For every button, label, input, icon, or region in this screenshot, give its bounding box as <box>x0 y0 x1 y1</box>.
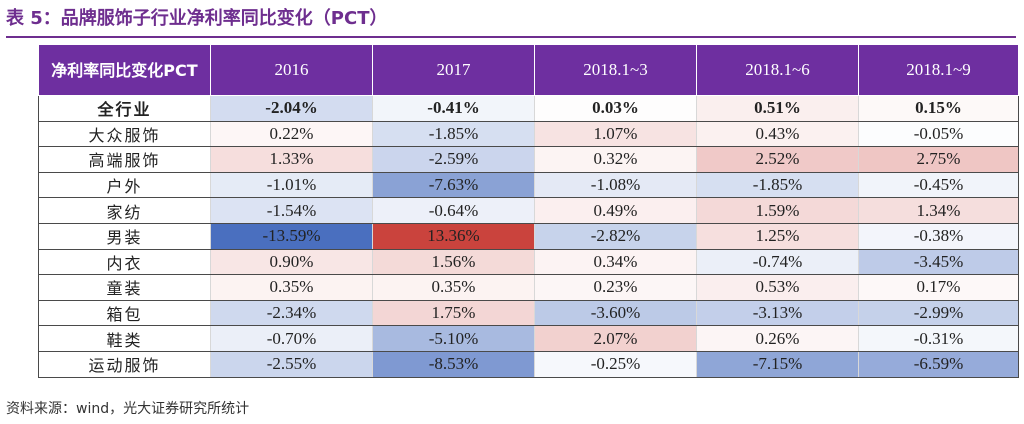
table-cell: -13.59% <box>210 223 373 250</box>
table-cell: 1.59% <box>696 197 859 224</box>
corner-header: 净利率同比变化PCT <box>38 44 211 96</box>
table-cell: -1.54% <box>210 197 373 224</box>
table-row: 全行业 -2.04% -0.41% 0.03% 0.51% 0.15% <box>38 95 1019 122</box>
table-cell: 0.23% <box>534 274 697 301</box>
table-cell: -0.70% <box>210 325 373 352</box>
table-cell: 0.03% <box>534 95 697 122</box>
table-row: 箱包 -2.34% 1.75% -3.60% -3.13% -2.99% <box>38 300 1019 327</box>
table-cell: 0.22% <box>210 121 373 148</box>
row-label: 运动服饰 <box>38 351 211 378</box>
table-cell: -7.63% <box>372 172 535 199</box>
column-header: 2017 <box>372 44 535 96</box>
table-cell: -1.85% <box>696 172 859 199</box>
table-row: 大众服饰 0.22% -1.85% 1.07% 0.43% -0.05% <box>38 121 1019 148</box>
table-cell: 0.49% <box>534 197 697 224</box>
table-cell: -2.34% <box>210 300 373 327</box>
table-cell: 0.26% <box>696 325 859 352</box>
table-cell: 0.15% <box>858 95 1019 122</box>
table-cell: -3.60% <box>534 300 697 327</box>
table-cell: 0.53% <box>696 274 859 301</box>
table-cell: 2.52% <box>696 146 859 173</box>
table-cell: -0.74% <box>696 249 859 276</box>
table-title: 表 5：品牌服饰子行业净利率同比变化（PCT） <box>6 8 388 29</box>
table-row: 童装 0.35% 0.35% 0.23% 0.53% 0.17% <box>38 274 1019 301</box>
table-cell: -0.25% <box>534 351 697 378</box>
table-cell: -2.99% <box>858 300 1019 327</box>
table-cell: -2.59% <box>372 146 535 173</box>
table-row: 高端服饰 1.33% -2.59% 0.32% 2.52% 2.75% <box>38 146 1019 173</box>
row-label: 男装 <box>38 223 211 250</box>
row-label: 内衣 <box>38 249 211 276</box>
table-cell: -1.01% <box>210 172 373 199</box>
row-label: 大众服饰 <box>38 121 211 148</box>
table-cell: 13.36% <box>372 223 535 250</box>
table-cell: -1.08% <box>534 172 697 199</box>
net-margin-change-table: 净利率同比变化PCT 2016 2017 2018.1~3 2018.1~6 2… <box>38 44 1019 378</box>
row-label: 箱包 <box>38 300 211 327</box>
table-cell: -6.59% <box>858 351 1019 378</box>
table-cell: -0.31% <box>858 325 1019 352</box>
table-cell: -3.13% <box>696 300 859 327</box>
column-header: 2018.1~9 <box>858 44 1019 96</box>
table-cell: -0.64% <box>372 197 535 224</box>
table-header-row: 净利率同比变化PCT 2016 2017 2018.1~3 2018.1~6 2… <box>38 44 1019 96</box>
table-row: 户外 -1.01% -7.63% -1.08% -1.85% -0.45% <box>38 172 1019 199</box>
column-header: 2018.1~3 <box>534 44 697 96</box>
table-cell: 1.34% <box>858 197 1019 224</box>
table-cell: -7.15% <box>696 351 859 378</box>
row-label: 全行业 <box>38 95 211 122</box>
row-label: 鞋类 <box>38 325 211 352</box>
table-cell: 0.51% <box>696 95 859 122</box>
table-cell: -2.55% <box>210 351 373 378</box>
table-cell: -0.41% <box>372 95 535 122</box>
row-label: 童装 <box>38 274 211 301</box>
table-cell: 0.35% <box>372 274 535 301</box>
row-label: 家纺 <box>38 197 211 224</box>
table-cell: 0.90% <box>210 249 373 276</box>
table-cell: 1.56% <box>372 249 535 276</box>
table-cell: -8.53% <box>372 351 535 378</box>
table-cell: 0.35% <box>210 274 373 301</box>
table-cell: 1.25% <box>696 223 859 250</box>
table-cell: 0.17% <box>858 274 1019 301</box>
column-header: 2018.1~6 <box>696 44 859 96</box>
table-cell: 1.07% <box>534 121 697 148</box>
table-cell: -2.82% <box>534 223 697 250</box>
table-row: 鞋类 -0.70% -5.10% 2.07% 0.26% -0.31% <box>38 325 1019 352</box>
table-cell: -1.85% <box>372 121 535 148</box>
table-cell: -5.10% <box>372 325 535 352</box>
table-row: 家纺 -1.54% -0.64% 0.49% 1.59% 1.34% <box>38 197 1019 224</box>
row-label: 高端服饰 <box>38 146 211 173</box>
table-cell: 1.33% <box>210 146 373 173</box>
table-cell: 0.43% <box>696 121 859 148</box>
table-cell: -3.45% <box>858 249 1019 276</box>
table-cell: -0.45% <box>858 172 1019 199</box>
table-cell: 0.34% <box>534 249 697 276</box>
table-row: 内衣 0.90% 1.56% 0.34% -0.74% -3.45% <box>38 249 1019 276</box>
table-row: 男装 -13.59% 13.36% -2.82% 1.25% -0.38% <box>38 223 1019 250</box>
table-cell: -0.38% <box>858 223 1019 250</box>
table-cell: 0.32% <box>534 146 697 173</box>
title-divider <box>6 36 1016 38</box>
table-cell: -2.04% <box>210 95 373 122</box>
table-cell: 1.75% <box>372 300 535 327</box>
row-label: 户外 <box>38 172 211 199</box>
source-note: 资料来源：wind，光大证券研究所统计 <box>6 401 250 417</box>
table-cell: 2.07% <box>534 325 697 352</box>
table-cell: -0.05% <box>858 121 1019 148</box>
table-cell: 2.75% <box>858 146 1019 173</box>
column-header: 2016 <box>210 44 373 96</box>
table-row: 运动服饰 -2.55% -8.53% -0.25% -7.15% -6.59% <box>38 351 1019 378</box>
